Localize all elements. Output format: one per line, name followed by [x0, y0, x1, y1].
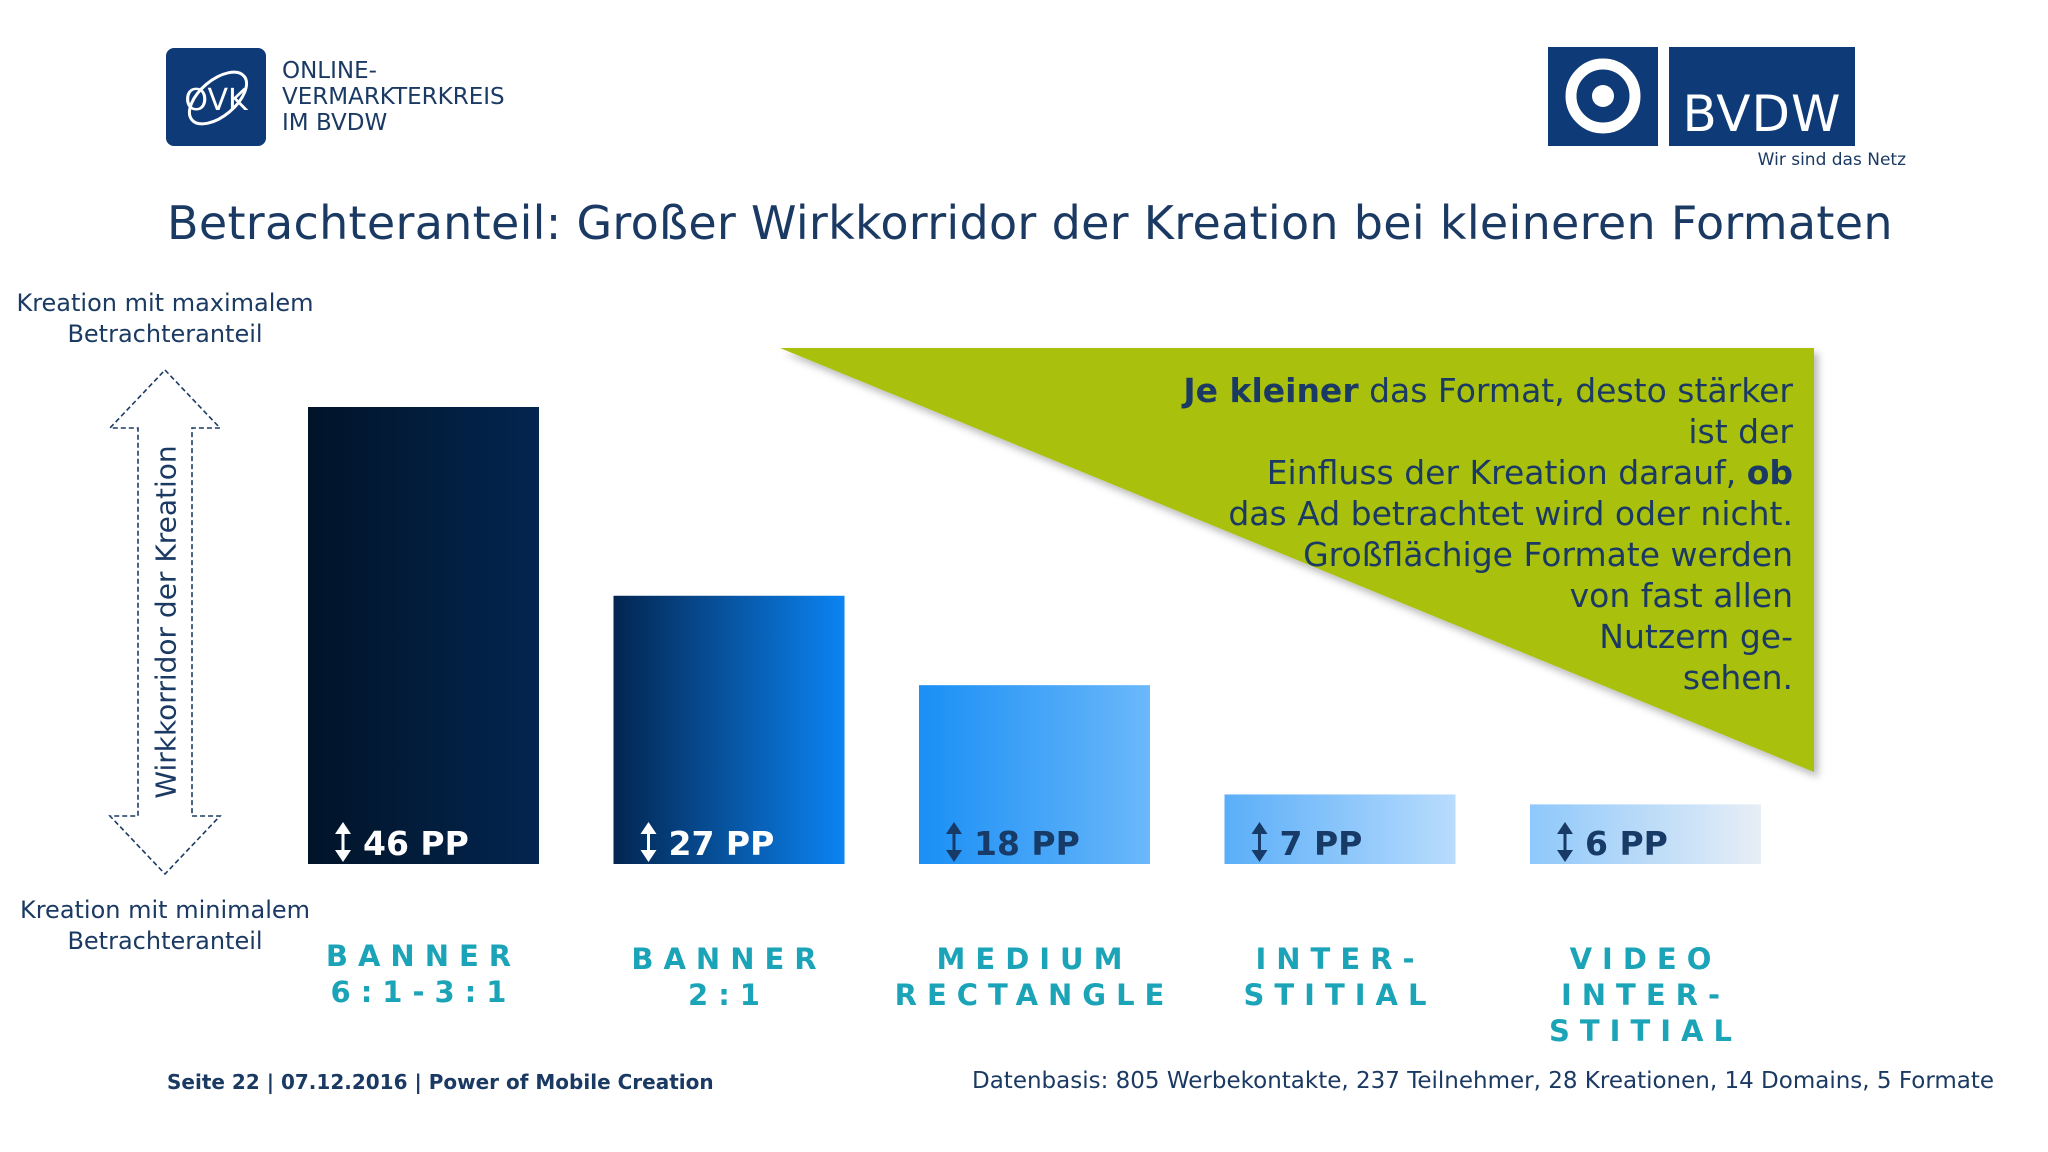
callout-bold: Je kleiner — [1183, 371, 1359, 410]
callout-bold: ob — [1746, 453, 1793, 492]
bar-2 — [613, 595, 845, 864]
ovk-name-line: ONLINE- — [282, 58, 377, 84]
ovk-logo-icon: OVK — [184, 70, 249, 126]
footer-data-basis: Datenbasis: 805 Werbekontakte, 237 Teiln… — [972, 1068, 1995, 1094]
category-label-line: 2:1 — [688, 978, 770, 1012]
callout-line: Einfluss der Kreation darauf, ob — [1266, 453, 1793, 492]
footer-left: Seite 22 | 07.12.2016 | Power of Mobile … — [167, 1070, 714, 1094]
bvdw-logo-icon — [1548, 47, 1658, 146]
bar-4-arrow-icon — [1251, 822, 1268, 862]
bvdw-tagline: Wir sind das Netz — [1757, 150, 1906, 170]
bar-1-arrow-icon — [335, 822, 351, 862]
bvdw-logo-word: BVDW — [1682, 85, 1842, 143]
bar-value-label: 27 PP — [668, 824, 775, 863]
category-label-line: VIDEO — [1569, 942, 1722, 976]
callout-line: Großflächige Formate werden — [1303, 535, 1793, 574]
ovk-logo: OVK — [166, 48, 266, 146]
page-title: Betrachteranteil: Großer Wirkkorridor de… — [167, 196, 1893, 250]
category-label: MEDIUM RECTANGLE — [865, 941, 1205, 1013]
bar-1 — [308, 407, 539, 864]
category-label-line: INTER- — [1255, 942, 1425, 976]
category-label: VIDEO INTER- STITIAL — [1476, 941, 1816, 1049]
category-label-line: BANNER — [631, 942, 827, 976]
category-label-line: INTER- — [1560, 978, 1731, 1012]
ovk-logo-mark: OVK — [184, 83, 249, 118]
category-label: BANNER 2:1 — [559, 941, 899, 1013]
callout-line: von fast allen — [1569, 576, 1793, 615]
axis-bottom-label: Kreation mit minimalem Betrachteranteil — [19, 896, 311, 955]
bar-value-label: 6 PP — [1585, 824, 1668, 863]
ovk-name-line: IM BVDW — [282, 110, 388, 136]
bar-2-arrow-icon — [640, 822, 657, 862]
category-label-line: 6:1-3:1 — [330, 975, 517, 1009]
category-label-line: RECTANGLE — [894, 978, 1175, 1012]
ovk-name: ONLINE- VERMARKTERKREIS IM BVDW — [282, 58, 505, 136]
corridor-double-arrow-icon — [108, 368, 222, 876]
category-label-line: STITIAL — [1243, 978, 1437, 1012]
bar-3 — [919, 685, 1150, 864]
callout-line: Je kleiner das Format, desto stärker ist… — [1183, 371, 1793, 451]
callout-line: sehen. — [1682, 658, 1793, 697]
category-label: INTER- STITIAL — [1170, 941, 1510, 1013]
callout-text: Je kleiner das Format, desto stärker ist… — [1150, 370, 1793, 698]
ovk-name-line: VERMARKTERKREIS — [282, 84, 505, 110]
bvdw-logo-box — [1669, 47, 1855, 146]
bar-value-label: 7 PP — [1279, 824, 1363, 863]
category-label: BANNER 6:1-3:1 — [254, 938, 594, 1010]
bar-value-label: 46 PP — [363, 824, 469, 863]
category-label-line: MEDIUM — [936, 942, 1133, 976]
bar-3-arrow-icon — [946, 822, 962, 862]
category-label-line: STITIAL — [1549, 1014, 1742, 1048]
callout-line: Nutzern ge- — [1599, 617, 1793, 656]
axis-top-label: Kreation mit maximalem Betrachteranteil — [16, 289, 314, 348]
bar-5-arrow-icon — [1557, 822, 1573, 862]
callout-line: das Ad betrachtet wird oder nicht. — [1228, 494, 1793, 533]
category-label-line: BANNER — [325, 939, 522, 973]
bar-value-label: 18 PP — [974, 824, 1080, 863]
